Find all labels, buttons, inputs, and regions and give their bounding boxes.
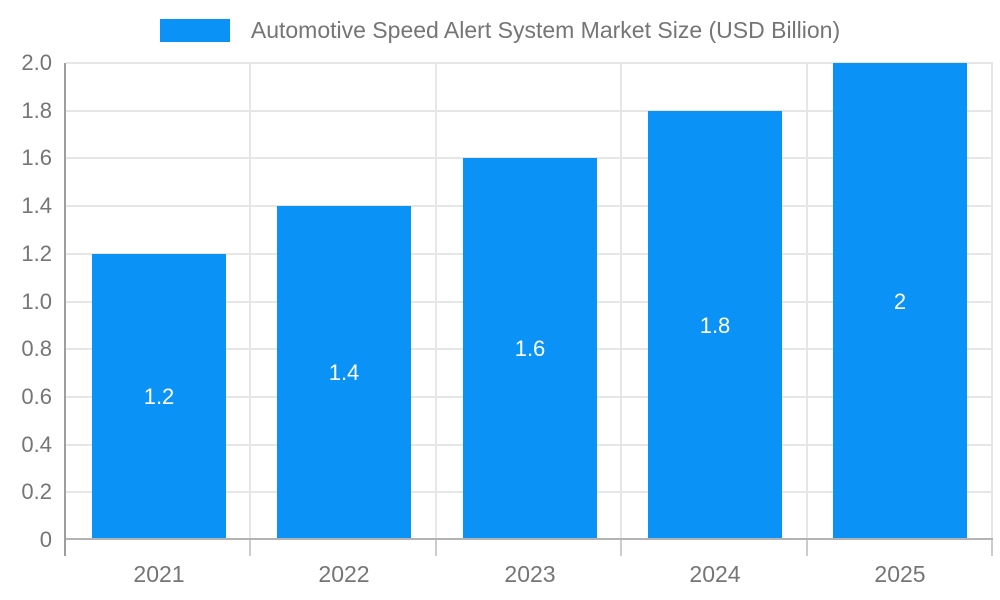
x-axis-tick: [806, 540, 808, 556]
y-tick-label: 0.6: [21, 384, 52, 409]
gridline-vertical: [435, 63, 437, 540]
chart-legend: Automotive Speed Alert System Market Siz…: [0, 17, 1000, 44]
y-tick-label: 0.2: [21, 479, 52, 504]
y-tick-label: 0.8: [21, 336, 52, 361]
x-axis-tick: [620, 540, 622, 556]
bar-2022[interactable]: [277, 206, 411, 540]
gridline-horizontal: [66, 109, 993, 112]
x-tick-label: 2024: [689, 561, 741, 587]
x-axis-line: [66, 538, 993, 540]
gridline-vertical: [991, 63, 993, 540]
y-tick-label: 1.0: [21, 289, 52, 314]
y-tick-label: 0: [39, 527, 52, 552]
x-tick-label: 2025: [874, 561, 926, 587]
legend-swatch: [159, 19, 230, 42]
y-tick-label: 1.4: [21, 193, 52, 218]
x-tick-label: 2022: [318, 561, 370, 587]
bar-2025[interactable]: [833, 63, 967, 540]
x-axis-tick: [249, 540, 251, 556]
bar-2021[interactable]: [92, 254, 226, 540]
bar-value-label: 1.2: [143, 384, 175, 409]
gridline-vertical: [249, 63, 251, 540]
bar-value-label: 1.4: [328, 360, 360, 385]
y-tick-label: 1.6: [21, 145, 52, 170]
y-tick-label: 0.4: [21, 432, 52, 457]
gridline-vertical: [620, 63, 622, 540]
x-axis-tick: [991, 540, 993, 556]
bar-value-label: 1.6: [514, 336, 546, 361]
x-tick-label: 2023: [504, 561, 556, 587]
y-tick-label: 1.2: [21, 241, 52, 266]
y-axis-line: [64, 63, 66, 556]
bar-2023[interactable]: [463, 158, 597, 540]
bar-2024[interactable]: [648, 111, 782, 540]
chart-title: Automotive Speed Alert System Market Siz…: [250, 17, 841, 43]
bar-value-label: 2: [893, 289, 907, 314]
x-axis-tick: [435, 540, 437, 556]
bar-value-label: 1.8: [699, 313, 731, 338]
plot-area: 1.2 1.4 1.6 1.8 2: [64, 62, 993, 556]
gridline-horizontal: [66, 62, 993, 64]
x-tick-label: 2021: [133, 561, 185, 587]
y-tick-label: 2.0: [21, 50, 52, 75]
gridline-vertical: [806, 63, 808, 540]
y-tick-label: 1.8: [21, 98, 52, 123]
